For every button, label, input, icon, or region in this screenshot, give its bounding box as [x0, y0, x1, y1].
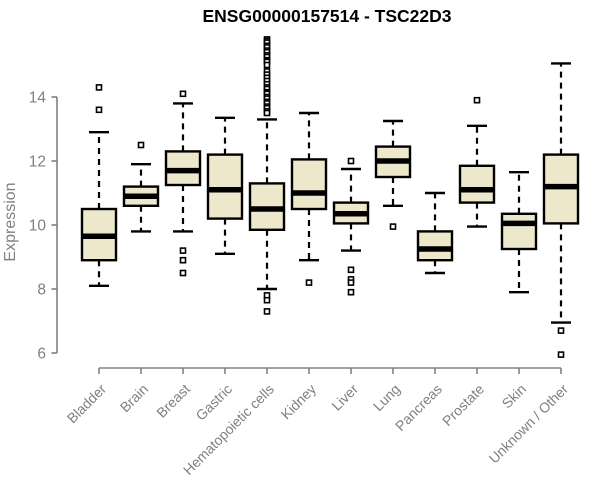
outlier-point — [137, 141, 145, 149]
outlier-point — [557, 327, 565, 334]
outlier-point — [347, 288, 355, 296]
iqr-box-gastric — [206, 153, 244, 220]
outlier-point — [263, 61, 271, 69]
x-tick-label: Bladder — [64, 381, 110, 427]
outlier-point — [179, 256, 187, 264]
y-tick-label: 14 — [29, 90, 47, 107]
iqr-box-prostate — [458, 164, 496, 204]
outlier-point — [347, 266, 355, 274]
x-tick-label: Unknown / Other — [486, 381, 572, 467]
outlier-point — [179, 269, 187, 277]
outlier-point — [263, 296, 271, 304]
outlier-point — [95, 84, 103, 91]
outlier-point — [347, 279, 355, 286]
x-tick-label: Prostate — [439, 381, 487, 429]
y-tick-label: 12 — [29, 154, 46, 171]
iqr-box-kidney — [290, 158, 328, 211]
y-axis-label: Expression — [2, 182, 19, 261]
outlier-point — [95, 106, 103, 114]
y-tick-label: 10 — [29, 218, 47, 235]
x-tick-label: Lung — [370, 381, 403, 414]
outlier-point — [305, 279, 313, 286]
outlier-point — [473, 96, 481, 104]
outlier-point — [347, 157, 355, 165]
outlier-point — [179, 247, 187, 254]
outlier-point — [179, 90, 187, 98]
x-tick-label: Kidney — [278, 381, 320, 423]
y-tick-label: 8 — [37, 282, 46, 299]
iqr-box-skin — [500, 212, 538, 251]
x-tick-label: Brain — [117, 381, 151, 415]
iqr-box-pancreas — [416, 230, 454, 262]
outlier-point — [389, 223, 397, 230]
chart-title: ENSG00000157514 - TSC22D3 — [202, 6, 451, 26]
x-tick-label: Pancreas — [392, 381, 445, 434]
outlier-point — [263, 109, 271, 117]
outlier-point — [557, 351, 565, 358]
x-tick-label: Skin — [499, 381, 530, 412]
x-tick-label: Liver — [328, 381, 361, 414]
x-tick-label: Breast — [153, 381, 193, 421]
outlier-point — [263, 308, 271, 315]
y-tick-label: 6 — [37, 346, 46, 363]
